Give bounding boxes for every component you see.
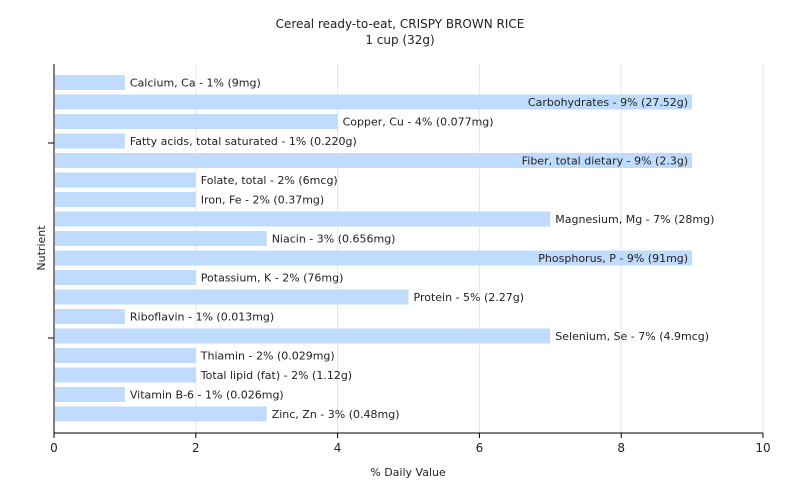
bar-label-12: Riboflavin - 1% (0.013mg) bbox=[130, 311, 274, 324]
bar-label-3: Fatty acids, total saturated - 1% (0.220… bbox=[130, 135, 357, 148]
bar-17 bbox=[55, 406, 267, 422]
y-axis-label: Nutrient bbox=[35, 225, 48, 271]
bar-1 bbox=[55, 94, 693, 110]
bar-2 bbox=[55, 114, 338, 129]
x-tick-label-0: 0 bbox=[50, 441, 58, 455]
chart-title: Cereal ready-to-eat, CRISPY BROWN RICE bbox=[276, 17, 525, 31]
bar-11 bbox=[55, 289, 409, 305]
bar-label-8: Niacin - 3% (0.656mg) bbox=[272, 233, 396, 246]
bar-label-1: Carbohydrates - 9% (27.52g) bbox=[528, 96, 688, 109]
bar-14 bbox=[55, 348, 196, 363]
bar-16 bbox=[55, 387, 125, 402]
bar-7 bbox=[55, 211, 551, 227]
bar-5 bbox=[55, 172, 196, 188]
x-tick-labels: 0 2 4 6 8 10 bbox=[50, 441, 770, 455]
bar-9 bbox=[55, 250, 693, 266]
bar-label-9: Phosphorus, P - 9% (91mg) bbox=[538, 252, 688, 265]
x-tick-label-3: 6 bbox=[476, 441, 484, 455]
bar-10 bbox=[55, 270, 196, 285]
bar-label-4: Fiber, total dietary - 9% (2.3g) bbox=[522, 155, 688, 168]
bar-15 bbox=[55, 367, 196, 383]
chart-subtitle: 1 cup (32g) bbox=[365, 33, 434, 47]
bars: Calcium, Ca - 1% (9mg) Carbohydrates - 9%… bbox=[55, 75, 714, 422]
bar-0 bbox=[55, 75, 125, 90]
bar-label-15: Total lipid (fat) - 2% (1.12g) bbox=[200, 369, 352, 382]
axes bbox=[48, 64, 764, 438]
bar-label-2: Copper, Cu - 4% (0.077mg) bbox=[343, 116, 494, 129]
bar-label-5: Folate, total - 2% (6mcg) bbox=[201, 174, 338, 187]
bar-label-10: Potassium, K - 2% (76mg) bbox=[201, 272, 344, 285]
bar-label-13: Selenium, Se - 7% (4.9mcg) bbox=[555, 330, 709, 343]
bar-3 bbox=[55, 133, 125, 149]
bar-label-11: Protein - 5% (2.27g) bbox=[414, 291, 525, 304]
bar-label-7: Magnesium, Mg - 7% (28mg) bbox=[555, 213, 714, 226]
x-axis-label: % Daily Value bbox=[370, 466, 446, 479]
bar-6 bbox=[55, 192, 196, 207]
x-tick-label-2: 4 bbox=[334, 441, 342, 455]
bar-4 bbox=[55, 153, 693, 168]
x-tick-label-5: 10 bbox=[755, 441, 770, 455]
bar-13 bbox=[55, 328, 551, 344]
bar-label-6: Iron, Fe - 2% (0.37mg) bbox=[201, 194, 324, 207]
bar-label-14: Thiamin - 2% (0.029mg) bbox=[200, 350, 335, 363]
x-tick-label-1: 2 bbox=[192, 441, 200, 455]
bar-label-0: Calcium, Ca - 1% (9mg) bbox=[130, 77, 261, 90]
bar-12 bbox=[55, 309, 125, 324]
bar-8 bbox=[55, 231, 267, 246]
bar-label-17: Zinc, Zn - 3% (0.48mg) bbox=[272, 408, 400, 421]
x-tick-label-4: 8 bbox=[617, 441, 625, 455]
bar-label-16: Vitamin B-6 - 1% (0.026mg) bbox=[130, 389, 284, 402]
